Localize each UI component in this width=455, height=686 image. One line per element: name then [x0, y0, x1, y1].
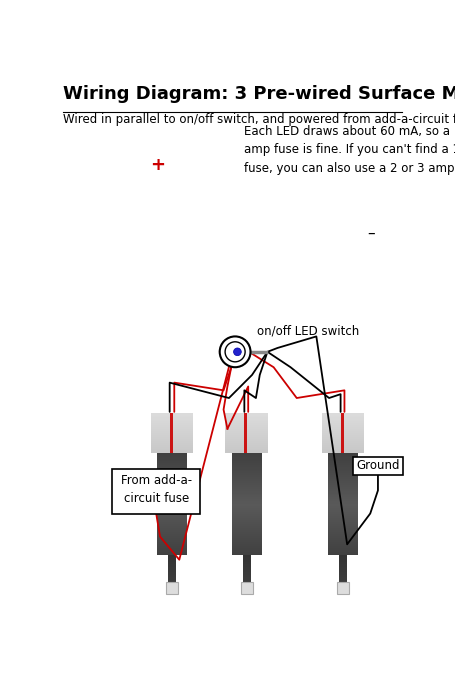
- FancyBboxPatch shape: [353, 457, 403, 475]
- Text: Each LED draws about 60 mA, so a 1
amp fuse is fine. If you can't find a 1 amp
f: Each LED draws about 60 mA, so a 1 amp f…: [244, 125, 455, 175]
- FancyBboxPatch shape: [166, 582, 178, 594]
- Text: From add-a-
circuit fuse: From add-a- circuit fuse: [121, 474, 192, 505]
- Text: Wired in parallel to on/off switch, and powered from add-a-circuit fuse tap: Wired in parallel to on/off switch, and …: [63, 113, 455, 126]
- Circle shape: [233, 348, 241, 355]
- FancyBboxPatch shape: [112, 469, 201, 514]
- Text: Ground: Ground: [356, 460, 399, 472]
- Circle shape: [220, 336, 251, 367]
- FancyBboxPatch shape: [241, 582, 253, 594]
- FancyBboxPatch shape: [337, 582, 349, 594]
- Text: on/off LED switch: on/off LED switch: [257, 325, 359, 338]
- Text: +: +: [151, 156, 166, 174]
- Text: –: –: [367, 226, 374, 241]
- Text: Wiring Diagram: 3 Pre-wired Surface Mount LEDs: Wiring Diagram: 3 Pre-wired Surface Moun…: [63, 85, 455, 104]
